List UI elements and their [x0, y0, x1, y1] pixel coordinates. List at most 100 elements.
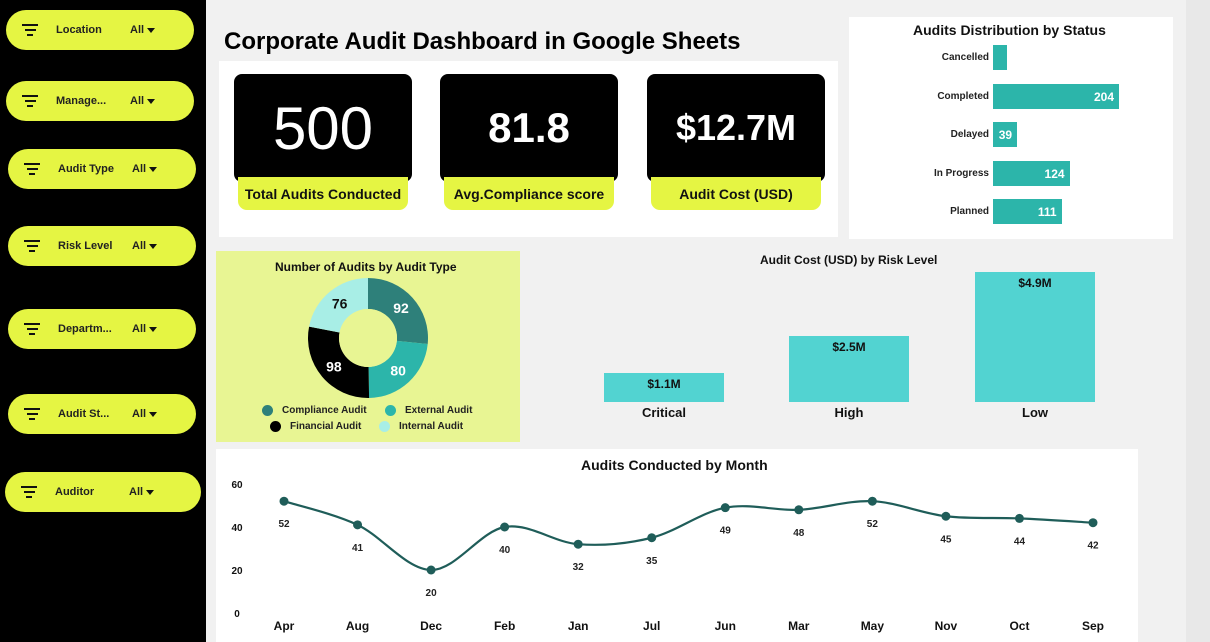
chevron-down-icon[interactable] — [149, 166, 158, 172]
x-tick-label: Jan — [568, 619, 589, 633]
data-label: 52 — [867, 519, 879, 530]
filter-auditor[interactable]: Auditor All — [5, 472, 201, 512]
filter-icon — [24, 323, 40, 335]
legend-label: External Audit — [405, 405, 473, 416]
kpi-label: Audit Cost (USD) — [651, 177, 821, 210]
data-label: 44 — [1014, 536, 1026, 547]
x-tick-label: Oct — [1009, 619, 1029, 633]
risk-bar — [975, 272, 1095, 402]
data-point — [1014, 513, 1024, 523]
filter-department[interactable]: Departm... All — [8, 309, 196, 349]
filter-label: Risk Level — [58, 240, 113, 252]
filter-icon — [22, 95, 38, 107]
status-chart-panel: Audits Distribution by Status Cancelled C… — [849, 17, 1173, 239]
donut-slice — [368, 278, 428, 344]
legend-external-audit: External Audit — [385, 405, 472, 416]
x-tick-label: Aug — [346, 619, 369, 633]
data-label: 35 — [646, 556, 658, 567]
chevron-down-icon[interactable] — [147, 27, 156, 33]
filter-value: All — [129, 486, 144, 498]
donut-slice-label: 98 — [326, 359, 342, 375]
filter-value: All — [132, 408, 147, 420]
kpi-card-compliance: 81.8 Avg.Compliance score — [440, 74, 618, 210]
filter-icon — [22, 24, 38, 36]
legend-financial-audit: Financial Audit — [270, 421, 361, 432]
donut-slice-label: 76 — [332, 296, 348, 312]
status-bar — [993, 199, 1062, 225]
status-bar — [993, 83, 1119, 109]
chart-title: Audit Cost (USD) by Risk Level — [760, 253, 938, 267]
status-label: Cancelled — [941, 52, 989, 63]
risk-bar-label: $4.9M — [1018, 276, 1052, 290]
x-tick-label: Apr — [274, 619, 295, 633]
scrollbar-strip[interactable] — [1186, 0, 1210, 642]
data-point — [353, 520, 363, 530]
legend-label: Internal Audit — [399, 421, 464, 432]
risk-bar — [789, 335, 909, 402]
risk-bar-label: $1.1M — [647, 376, 681, 391]
data-label: 32 — [573, 562, 585, 573]
data-label: 49 — [720, 526, 732, 537]
data-point — [500, 522, 510, 532]
line-chart: 0 20 40 60 52 Apr 41 Aug 20 Dec 40 Feb 32 Jan 35 Jul 49 J… — [231, 480, 1104, 633]
monthly-chart-panel: Audits Conducted by Month 0 20 40 60 52 Apr 41… — [216, 449, 1138, 642]
status-bar — [993, 122, 1018, 148]
chevron-down-icon[interactable] — [147, 98, 156, 104]
chevron-down-icon[interactable] — [149, 326, 158, 332]
chart-title: Number of Audits by Audit Type — [275, 260, 457, 274]
status-label: Completed — [937, 90, 989, 102]
donut-slice-label: 92 — [393, 300, 409, 316]
filter-audit-type[interactable]: Audit Type All — [8, 149, 196, 189]
risk-category-label: Critical — [641, 405, 687, 420]
data-point — [426, 565, 436, 575]
filter-risk-level[interactable]: Risk Level All — [8, 226, 196, 266]
filter-manager[interactable]: Manage... All — [6, 81, 194, 121]
chevron-down-icon[interactable] — [149, 411, 158, 417]
x-tick-label: Dec — [420, 619, 442, 633]
filter-audit-status[interactable]: Audit St... All — [8, 394, 196, 434]
page-title: Corporate Audit Dashboard in Google Shee… — [224, 28, 741, 55]
filter-value: All — [132, 163, 147, 175]
audit-type-chart-panel: Number of Audits by Audit Type 92 80 98 76 … — [216, 251, 520, 442]
status-bar-label: 39 — [998, 128, 1013, 143]
chevron-down-icon[interactable] — [149, 243, 158, 249]
kpi-value: 500 — [234, 74, 412, 182]
donut-slice — [308, 326, 370, 398]
status-bar — [993, 45, 1007, 70]
status-label: Planned — [950, 206, 989, 218]
filter-label: Departm... — [58, 323, 112, 335]
kpi-value: $12.7M — [647, 74, 825, 182]
status-bar-label: 124 — [1044, 166, 1065, 181]
filter-icon — [21, 486, 37, 498]
data-point — [794, 505, 804, 515]
legend-compliance-audit: Compliance Audit — [262, 405, 367, 416]
risk-bar-label: $2.5M — [832, 339, 866, 354]
legend-swatch — [379, 421, 390, 432]
donut-chart: 92 80 98 76 — [308, 278, 428, 398]
filter-value: All — [132, 323, 147, 335]
legend-swatch — [262, 405, 273, 416]
data-label: 52 — [278, 519, 290, 530]
filter-location[interactable]: Location All — [6, 10, 194, 50]
data-point — [573, 539, 583, 549]
x-tick-label: Mar — [788, 619, 810, 633]
status-bar — [993, 160, 1070, 186]
filter-icon — [24, 408, 40, 420]
legend-internal-audit: Internal Audit — [379, 421, 463, 432]
status-bar-label: 204 — [1093, 89, 1114, 104]
chevron-down-icon[interactable] — [146, 489, 155, 495]
filter-label: Audit Type — [58, 163, 115, 175]
kpi-card-total-audits: 500 Total Audits Conducted — [234, 74, 412, 210]
kpi-card-audit-cost: $12.7M Audit Cost (USD) — [647, 74, 825, 210]
x-tick-label: May — [861, 619, 885, 633]
data-label: 20 — [426, 588, 438, 599]
data-label: 41 — [352, 543, 364, 554]
data-point — [941, 511, 951, 521]
filter-value: All — [130, 24, 145, 36]
data-point — [867, 496, 877, 506]
filter-label: Manage... — [56, 95, 107, 107]
kpi-label: Avg.Compliance score — [444, 177, 614, 210]
filter-icon — [24, 240, 40, 252]
data-label: 48 — [793, 528, 805, 539]
filter-label: Auditor — [55, 486, 95, 498]
